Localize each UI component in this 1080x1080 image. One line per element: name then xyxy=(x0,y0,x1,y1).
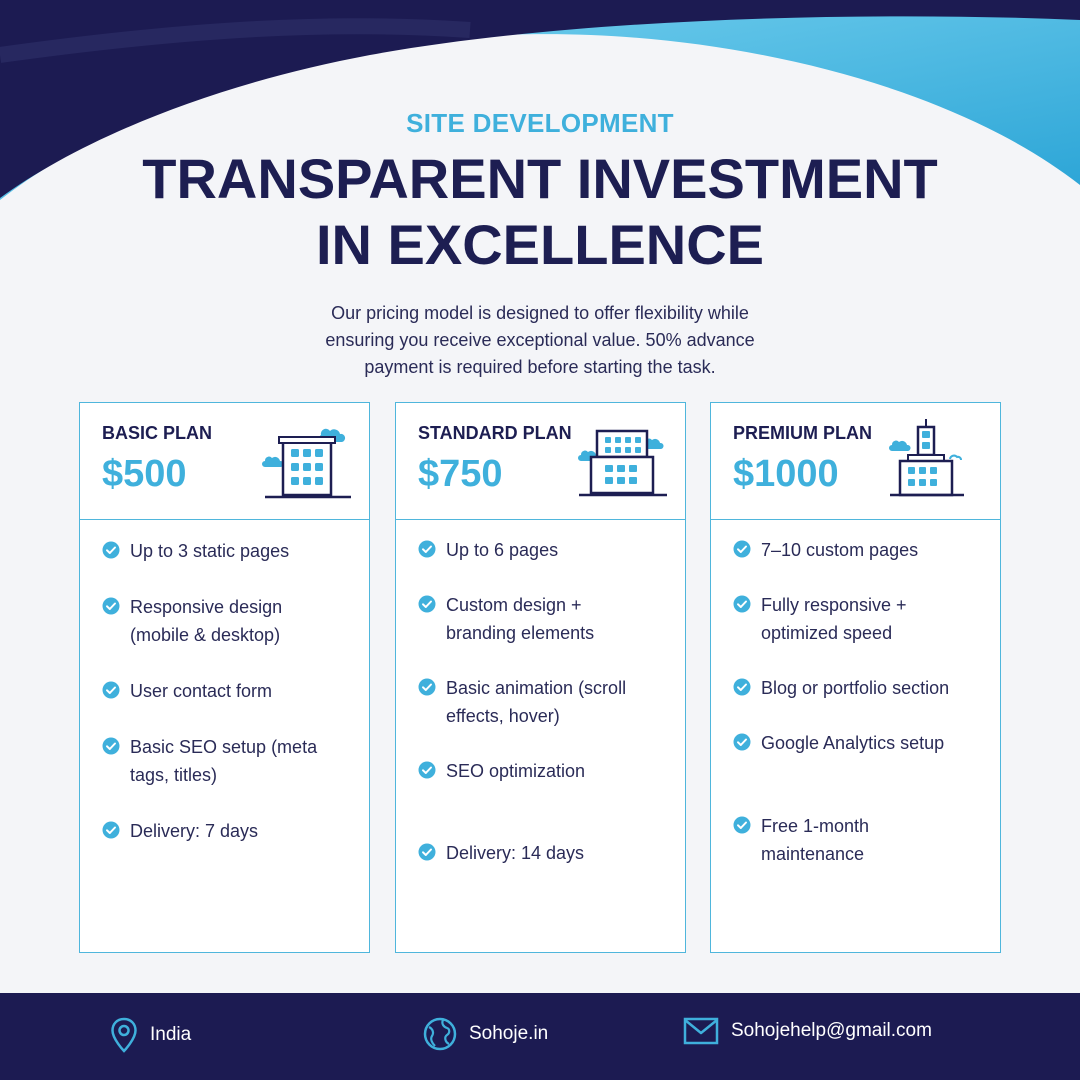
feature-line: effects, hover) xyxy=(446,706,560,726)
footer-location-text: India xyxy=(150,1024,192,1045)
check-circle-icon xyxy=(102,737,120,755)
feature-line: Blog or portfolio section xyxy=(761,678,950,698)
feature-line: (mobile & desktop) xyxy=(130,625,281,645)
feature-line: Basic SEO setup (meta xyxy=(130,737,318,757)
plan-feature: Delivery: 14 days xyxy=(418,839,668,867)
feature-line: Responsive design xyxy=(130,597,283,617)
feature-line: Delivery: 14 days xyxy=(446,843,585,863)
section-kicker: SITE DEVELOPMENT xyxy=(406,108,674,138)
check-circle-icon xyxy=(418,540,436,558)
feature-line: SEO optimization xyxy=(446,761,586,781)
plan-price: $500 xyxy=(102,453,187,495)
footer-website[interactable]: Sohoje.in xyxy=(423,1017,548,1051)
header-wave-decoration xyxy=(0,0,1080,200)
plan-feature: Up to 6 pages xyxy=(418,536,668,564)
intro-line-2: ensuring you receive exceptional value. … xyxy=(325,330,755,350)
check-circle-icon xyxy=(102,681,120,699)
feature-line: Basic animation (scroll xyxy=(446,678,627,698)
plan-card-standard: STANDARD PLAN $750 Up to 6 pages Custom … xyxy=(395,402,686,953)
plan-name: BASIC PLAN xyxy=(102,423,213,443)
plan-feature: Fully responsive + optimized speed xyxy=(733,591,983,647)
feature-line: Up to 3 static pages xyxy=(130,541,290,561)
plan-card-header: PREMIUM PLAN $1000 xyxy=(711,403,1000,520)
plan-name: STANDARD PLAN xyxy=(418,423,572,443)
intro-line-3: payment is required before starting the … xyxy=(364,357,716,377)
building-icon xyxy=(578,429,667,497)
check-circle-icon xyxy=(418,595,436,613)
plan-price: $750 xyxy=(418,453,503,495)
plan-feature: Blog or portfolio section xyxy=(733,674,983,702)
plan-feature: Basic animation (scroll effects, hover) xyxy=(418,674,668,730)
check-circle-icon xyxy=(418,678,436,696)
check-circle-icon xyxy=(733,678,751,696)
feature-line: maintenance xyxy=(761,844,865,864)
plan-card-header: STANDARD PLAN $750 xyxy=(396,403,685,520)
plan-price: $1000 xyxy=(733,453,839,495)
plan-card-header: BASIC PLAN $500 xyxy=(80,403,369,520)
feature-line: branding elements xyxy=(446,623,595,643)
feature-line: Free 1-month xyxy=(761,816,870,836)
page-title: TRANSPARENT INVESTMENT IN EXCELLENCE xyxy=(0,146,1080,278)
feature-line: User contact form xyxy=(130,681,273,701)
plan-feature: Delivery: 7 days xyxy=(102,817,352,845)
footer-website-link[interactable]: Sohoje.in xyxy=(469,1023,549,1044)
check-circle-icon xyxy=(733,733,751,751)
plan-name: PREMIUM PLAN xyxy=(733,423,872,443)
plan-feature: User contact form xyxy=(102,677,352,705)
building-icon xyxy=(889,419,964,497)
check-circle-icon xyxy=(102,597,120,615)
feature-line: Delivery: 7 days xyxy=(130,821,259,841)
footer-email[interactable]: Sohojehelp@gmail.com xyxy=(683,1017,932,1045)
feature-line: Up to 6 pages xyxy=(446,540,559,560)
plan-card-premium: PREMIUM PLAN $1000 7–10 custom pages Ful… xyxy=(710,402,1001,953)
plan-card-basic: BASIC PLAN $500 Up to 3 static pages Res… xyxy=(79,402,370,953)
page-title-line-1: TRANSPARENT INVESTMENT xyxy=(142,147,938,210)
check-circle-icon xyxy=(102,541,120,559)
check-circle-icon xyxy=(102,821,120,839)
feature-line: tags, titles) xyxy=(130,765,218,785)
plan-feature: Google Analytics setup xyxy=(733,729,983,757)
feature-line: Fully responsive + xyxy=(761,595,907,615)
plan-feature: Responsive design (mobile & desktop) xyxy=(102,593,352,649)
check-circle-icon xyxy=(733,816,751,834)
feature-line: optimized speed xyxy=(761,623,893,643)
check-circle-icon xyxy=(418,761,436,779)
mail-icon xyxy=(683,1017,719,1045)
intro-text: Our pricing model is designed to offer f… xyxy=(290,300,790,381)
intro-line-1: Our pricing model is designed to offer f… xyxy=(331,303,749,323)
feature-line: 7–10 custom pages xyxy=(761,540,919,560)
plan-feature: Up to 3 static pages xyxy=(102,537,352,565)
building-icon xyxy=(262,428,351,499)
check-circle-icon xyxy=(733,540,751,558)
footer-email-link[interactable]: Sohojehelp@gmail.com xyxy=(731,1020,932,1041)
plan-feature: Free 1-month maintenance xyxy=(733,812,983,868)
footer-location: India xyxy=(110,1017,191,1053)
page-title-line-2: IN EXCELLENCE xyxy=(315,213,765,276)
globe-icon xyxy=(423,1017,457,1051)
plan-feature: Basic SEO setup (meta tags, titles) xyxy=(102,733,352,789)
footer-bar: India Sohoje.in Sohojehelp@gmail.com xyxy=(0,993,1080,1080)
feature-line: Google Analytics setup xyxy=(761,733,945,753)
plan-feature: SEO optimization xyxy=(418,757,668,785)
location-pin-icon xyxy=(111,1017,137,1053)
feature-line: Custom design + xyxy=(446,595,582,615)
plan-feature: Custom design + branding elements xyxy=(418,591,668,647)
check-circle-icon xyxy=(418,843,436,861)
plan-feature: 7–10 custom pages xyxy=(733,536,983,564)
check-circle-icon xyxy=(733,595,751,613)
